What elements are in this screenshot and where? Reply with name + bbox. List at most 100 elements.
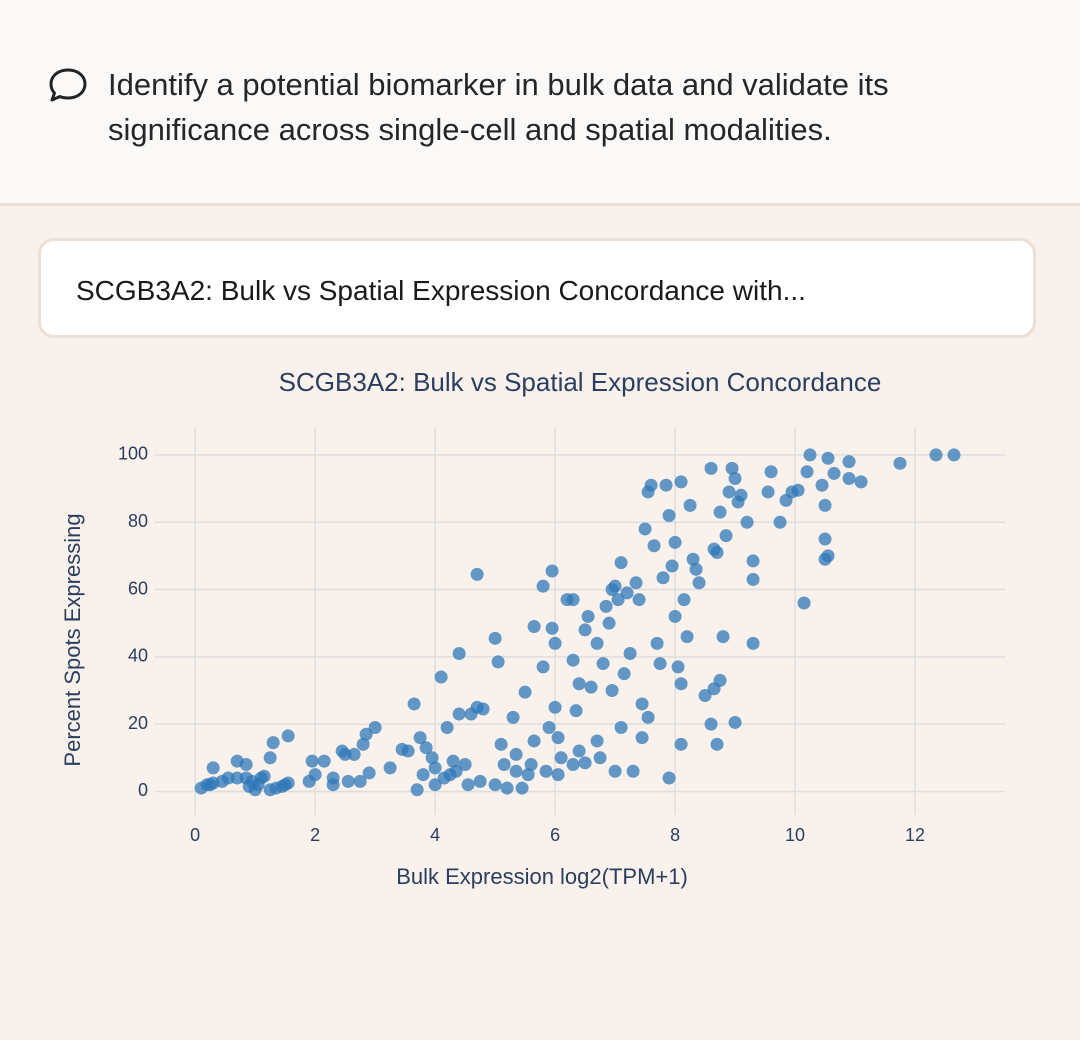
scatter-point	[704, 717, 718, 731]
scatter-point	[599, 599, 613, 613]
y-tick-label: 20	[128, 713, 148, 733]
scatter-point	[518, 685, 532, 699]
scatter-point	[608, 579, 622, 593]
scatter-point	[578, 623, 592, 637]
scatter-point	[428, 778, 442, 792]
scatter-point	[746, 572, 760, 586]
scatter-point	[653, 657, 667, 671]
scatter-point	[626, 764, 640, 778]
scatter-point	[662, 771, 676, 785]
scatter-point	[383, 761, 397, 775]
scatter-point	[692, 576, 706, 590]
scatter-point	[569, 704, 583, 718]
scatter-point	[686, 552, 700, 566]
scatter-point	[746, 554, 760, 568]
x-tick-label: 12	[905, 825, 925, 845]
scatter-point	[452, 646, 466, 660]
scatter-point	[554, 751, 568, 765]
scatter-point	[545, 564, 559, 578]
scatter-point	[602, 616, 616, 630]
scatter-point	[419, 741, 433, 755]
scatter-point	[629, 576, 643, 590]
x-axis-label: Bulk Expression log2(TPM+1)	[396, 864, 688, 889]
scatter-point	[572, 677, 586, 691]
scatter-point	[491, 655, 505, 669]
scatter-point	[728, 715, 742, 729]
scatter-point	[416, 768, 430, 782]
scatter-point	[929, 448, 943, 462]
prompt-bar: Identify a potential biomarker in bulk d…	[0, 0, 1080, 206]
chart-title: SCGB3A2: Bulk vs Spatial Expression Conc…	[279, 367, 882, 397]
scatter-point	[428, 761, 442, 775]
scatter-point	[674, 475, 688, 489]
y-tick-label: 0	[138, 780, 148, 800]
scatter-point	[548, 636, 562, 650]
scatter-point	[725, 461, 739, 475]
scatter-point	[596, 657, 610, 671]
scatter-point	[608, 764, 622, 778]
scatter-point	[440, 721, 454, 735]
scatter-point	[677, 593, 691, 607]
scatter-point	[257, 769, 271, 783]
scatter-point	[308, 768, 322, 782]
scatter-point	[704, 461, 718, 475]
scatter-point	[719, 529, 733, 543]
scatter-point	[842, 471, 856, 485]
scatter-point	[362, 766, 376, 780]
scatter-point	[347, 747, 361, 761]
scatter-point	[263, 751, 277, 765]
scatter-point	[584, 680, 598, 694]
scatter-point	[623, 646, 637, 660]
scatter-point	[281, 729, 295, 743]
scatter-point	[734, 488, 748, 502]
scatter-point	[239, 758, 253, 772]
scatter-point	[674, 737, 688, 751]
result-card[interactable]: SCGB3A2: Bulk vs Spatial Expression Conc…	[38, 238, 1036, 338]
scatter-point	[710, 546, 724, 560]
scatter-point	[539, 764, 553, 778]
scatter-point	[671, 660, 685, 674]
scatter-point	[305, 754, 319, 768]
scatter-point	[665, 559, 679, 573]
scatter-point	[527, 734, 541, 748]
scatter-point	[566, 758, 580, 772]
scatter-point	[536, 579, 550, 593]
scatter-point	[713, 673, 727, 687]
scatter-point	[341, 774, 355, 788]
scatter-point	[581, 609, 595, 623]
scatter-point	[359, 727, 373, 741]
scatter-point	[815, 478, 829, 492]
scatter-point	[353, 774, 367, 788]
y-axis-label: Percent Spots Expressing	[60, 513, 85, 766]
scatter-point	[266, 736, 280, 750]
scatter-point	[521, 768, 535, 782]
scatter-point	[791, 483, 805, 497]
scatter-point	[338, 747, 352, 761]
scatter-point	[827, 466, 841, 480]
y-tick-label: 80	[128, 511, 148, 531]
scatter-point	[644, 478, 658, 492]
scatter-point	[614, 721, 628, 735]
scatter-point	[458, 758, 472, 772]
scatter-point	[524, 758, 538, 772]
scatter-point	[572, 744, 586, 758]
scatter-point	[722, 485, 736, 499]
scatter-point	[566, 653, 580, 667]
scatter-point	[617, 667, 631, 681]
scatter-point	[728, 471, 742, 485]
scatter-point	[821, 549, 835, 563]
scatter-point	[818, 532, 832, 546]
scatter-point	[635, 697, 649, 711]
scatter-point	[578, 756, 592, 770]
scatter-point	[476, 702, 490, 716]
scatter-point	[497, 758, 511, 772]
scatter-point	[551, 731, 565, 745]
scatter-point	[674, 677, 688, 691]
scatter-point	[680, 630, 694, 644]
comment-icon	[49, 68, 87, 102]
x-tick-label: 8	[670, 825, 680, 845]
scatter-point	[893, 456, 907, 470]
scatter-point	[317, 754, 331, 768]
scatter-point	[632, 593, 646, 607]
